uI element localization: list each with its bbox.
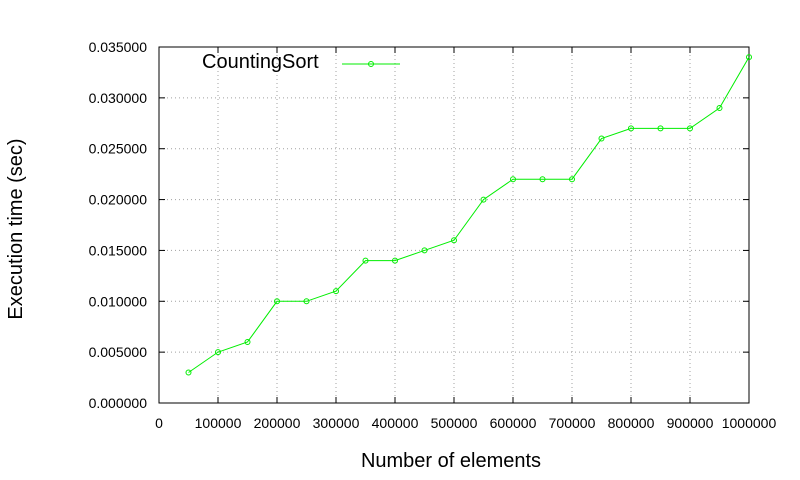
x-tick-labels: 0 100000 200000 300000 400000 500000 600000 700… [155, 415, 776, 431]
data-point [510, 176, 516, 183]
data-point [628, 125, 634, 132]
grid-lines [159, 47, 749, 403]
y-tick-label: 0.010000 [89, 293, 148, 309]
x-tick-label: 500000 [431, 415, 478, 431]
y-tick-label: 0.000000 [89, 395, 148, 411]
legend-marker-countingsort [368, 61, 374, 67]
data-point [539, 176, 546, 183]
data-point [362, 257, 369, 264]
x-tick-label: 900000 [667, 415, 714, 431]
data-point [392, 257, 398, 264]
legend: CountingSort [202, 51, 400, 73]
x-tick-label: 600000 [490, 415, 537, 431]
data-point [185, 369, 192, 376]
series-layer [185, 54, 752, 376]
data-point [716, 105, 723, 112]
x-tick-label: 1000000 [722, 415, 777, 431]
x-axis-title: Number of elements [361, 450, 541, 472]
x-tick-label: 200000 [254, 415, 301, 431]
x-tick-label: 100000 [195, 415, 242, 431]
x-tick-label: 0 [155, 415, 163, 431]
series-line-countingsort [188, 56, 750, 373]
x-tick-label: 400000 [372, 415, 419, 431]
plot-frame [158, 46, 750, 404]
data-point [657, 125, 664, 132]
x-tick-label: 800000 [608, 415, 655, 431]
x-tick-label: 300000 [313, 415, 360, 431]
data-point [244, 338, 251, 345]
legend-label-countingsort: CountingSort [202, 51, 319, 73]
y-tick-label: 0.005000 [89, 344, 148, 360]
data-point [569, 176, 575, 183]
y-tick-labels: 0.000000 0.005000 0.010000 0.015000 0.020000… [89, 39, 148, 411]
y-tick-label: 0.035000 [89, 39, 148, 55]
data-point [687, 125, 693, 132]
y-axis-title: Execution time (sec) [5, 138, 27, 319]
data-point [480, 196, 487, 203]
data-point [421, 247, 428, 254]
data-point [274, 298, 280, 305]
data-point [215, 349, 221, 356]
y-tick-label: 0.025000 [89, 141, 148, 157]
y-tick-label: 0.015000 [89, 242, 148, 258]
data-point [451, 237, 457, 244]
y-tick-label: 0.030000 [89, 90, 148, 106]
data-point [598, 135, 605, 142]
data-point [746, 54, 752, 61]
data-point [333, 288, 339, 295]
data-point [303, 298, 310, 305]
x-tick-label: 700000 [549, 415, 596, 431]
y-tick-label: 0.020000 [89, 192, 148, 208]
tick-marks [158, 46, 750, 404]
